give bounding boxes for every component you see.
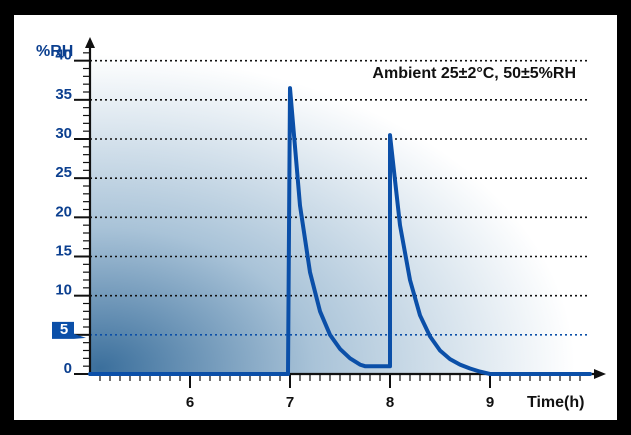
series-line-0: [88, 86, 592, 376]
y-tick-label-35: 35: [55, 86, 72, 103]
y-ticks: 0 5 10 15 20 25 30 35 40: [52, 47, 90, 377]
y-axis-arrow: [85, 37, 95, 48]
x-ticks: 6 7 8 9: [99, 374, 581, 411]
x-tick-label-8: 8: [386, 394, 394, 411]
humidity-chart: 0 5 10 15 20 25 30 35 40 6 7 8 9 %RH Time(h) Ambien…: [36, 37, 606, 411]
y-tick-label-25: 25: [55, 164, 72, 181]
y-tick-label-0: 0: [64, 360, 72, 377]
y-tick-label-5: 5: [60, 321, 68, 338]
x-axis-arrow: [594, 369, 606, 379]
chart-panel: 0 5 10 15 20 25 30 35 40 6 7 8 9 %RH Time(h) Ambien…: [14, 15, 617, 420]
x-tick-label-7: 7: [286, 394, 294, 411]
y-tick-highlight: [52, 321, 86, 339]
y-tick-label-40: 40: [55, 47, 72, 64]
y-tick-label-30: 30: [55, 125, 72, 142]
y-tick-label-15: 15: [55, 243, 72, 260]
x-tick-label-9: 9: [486, 394, 494, 411]
y-tick-label-10: 10: [55, 282, 72, 299]
plot-background: [90, 45, 590, 375]
y-tick-label-20: 20: [55, 203, 72, 220]
y-axis-title: %RH: [36, 43, 73, 60]
series-layer: [88, 86, 592, 376]
x-axis-title: Time(h): [527, 394, 584, 411]
ambient-annotation: Ambient 25±2°C, 50±5%RH: [372, 65, 576, 82]
x-tick-label-6: 6: [186, 394, 194, 411]
grid-lines: [90, 59, 590, 336]
